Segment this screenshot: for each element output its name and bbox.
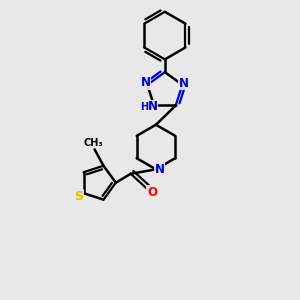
Text: S: S [75, 190, 84, 202]
Text: N: N [141, 76, 151, 89]
Text: H: H [140, 102, 148, 112]
Text: O: O [147, 186, 157, 199]
Text: N: N [148, 100, 158, 113]
Text: N: N [154, 163, 164, 176]
Text: N: N [179, 77, 189, 90]
Text: CH₃: CH₃ [83, 138, 103, 148]
